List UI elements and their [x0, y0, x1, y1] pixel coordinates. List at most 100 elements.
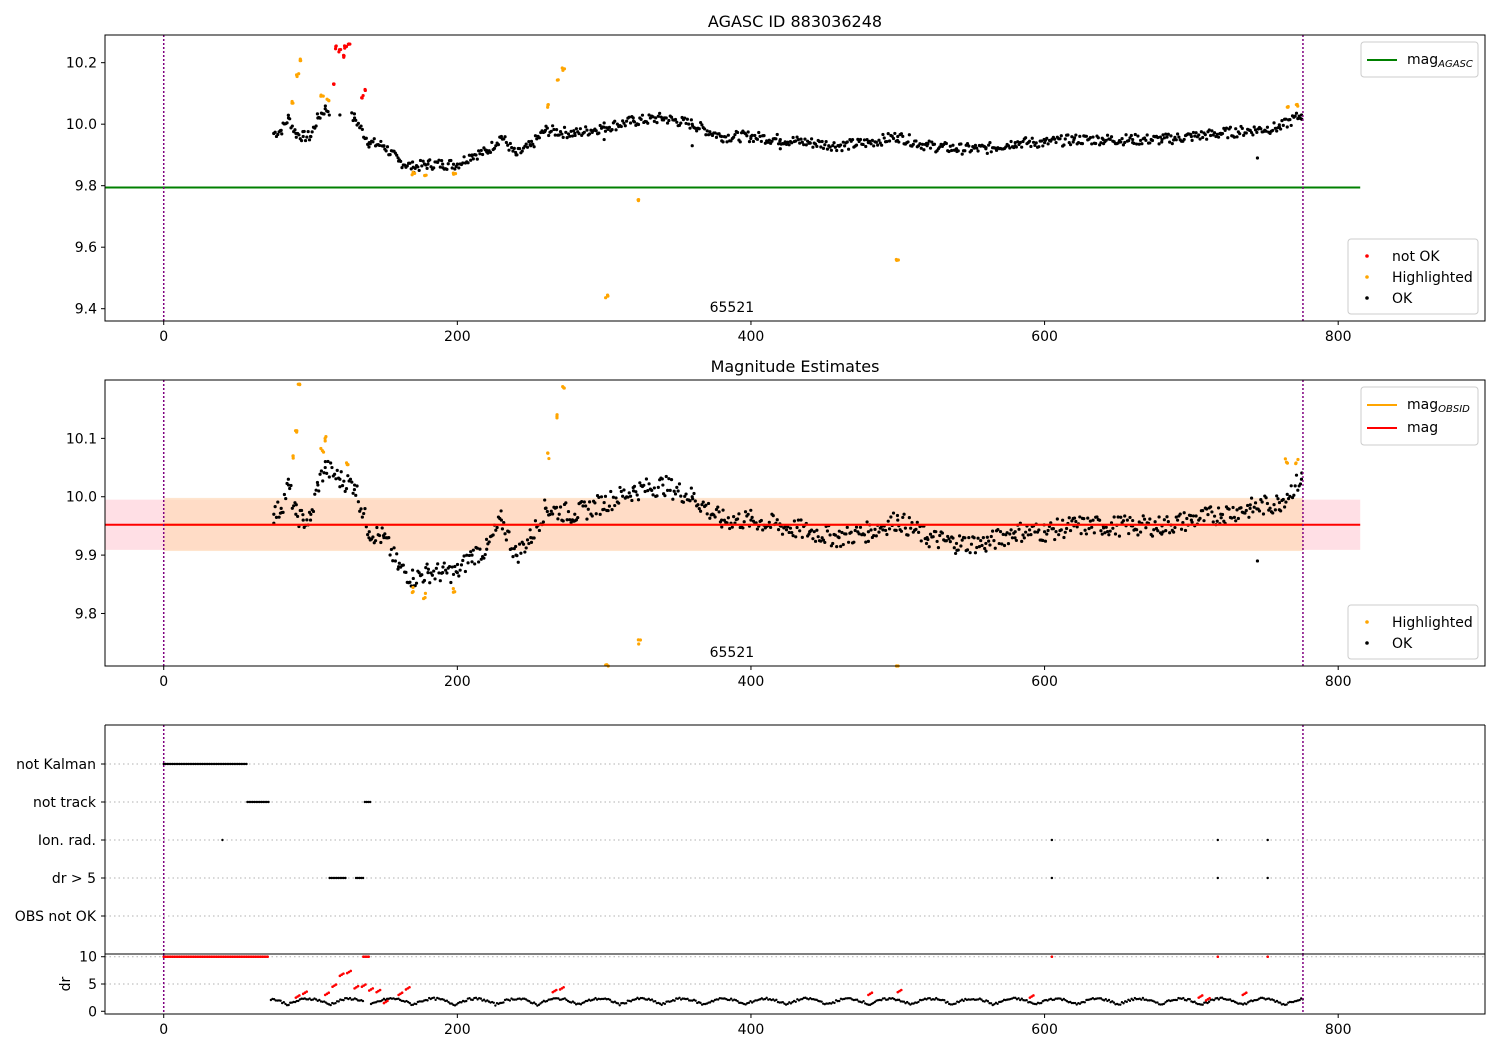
ok-point: [614, 496, 618, 500]
ok-point: [780, 532, 785, 536]
dr-point: [465, 999, 468, 1003]
flag-point: [225, 762, 229, 766]
ok-point: [1024, 136, 1028, 140]
ok-point: [408, 580, 412, 584]
y-tick-label: 10.2: [66, 56, 97, 72]
ok-point: [598, 512, 602, 516]
ok-point: [1273, 508, 1277, 512]
ok-point: [948, 144, 952, 148]
ok-point: [762, 134, 766, 138]
flag-point: [162, 762, 165, 766]
dr-point: [624, 1002, 628, 1005]
flag-point: [178, 762, 181, 766]
dr-point: [1185, 999, 1188, 1002]
ok-point: [528, 528, 532, 532]
ok-point: [775, 518, 779, 522]
ok-point: [925, 535, 929, 540]
ok-point: [812, 530, 816, 534]
ok-point: [697, 127, 701, 131]
legend-subscript: AGASC: [1437, 59, 1473, 70]
ok-point: [523, 550, 527, 554]
ok-point: [389, 547, 394, 552]
ok-point: [1092, 531, 1096, 535]
ok-point: [786, 525, 790, 529]
ok-point: [485, 547, 489, 551]
ok-point: [1283, 505, 1287, 509]
ok-point: [585, 128, 589, 132]
ok-point: [520, 149, 524, 153]
ok-point: [788, 526, 793, 530]
ok-point: [351, 491, 355, 495]
ok-point: [874, 534, 878, 538]
dr-not-ok-point: [342, 972, 345, 975]
ok-point: [647, 113, 651, 117]
dr-not-ok-point: [408, 985, 411, 989]
ok-point: [667, 477, 671, 481]
dr-point: [873, 1000, 877, 1004]
ok-point: [1244, 131, 1248, 135]
ok-point: [690, 144, 694, 148]
ok-point: [1014, 538, 1018, 543]
ok-point: [1252, 125, 1256, 129]
ok-point: [759, 518, 763, 523]
ok-point: [717, 510, 721, 514]
dr-point: [763, 997, 767, 1001]
x-tick-label: 400: [738, 1022, 765, 1038]
ok-point: [985, 535, 989, 539]
ok-point: [1276, 497, 1280, 501]
ok-point: [514, 150, 518, 155]
ok-point: [1145, 133, 1149, 137]
ok-point: [503, 532, 507, 536]
ok-point: [738, 140, 742, 144]
ok-point: [585, 517, 589, 521]
ok-point: [1201, 508, 1205, 513]
ok-point: [548, 512, 552, 517]
dr-point: [1201, 1003, 1204, 1006]
ok-point: [1169, 134, 1173, 138]
ok-point: [627, 115, 631, 119]
ok-point: [998, 529, 1003, 534]
dr-point: [954, 1002, 957, 1005]
ok-point: [529, 144, 533, 148]
flag-point: [253, 800, 256, 804]
dr-point: [1025, 999, 1028, 1002]
ok-point: [950, 148, 954, 153]
ok-point: [1079, 532, 1083, 536]
ok-point: [787, 143, 791, 147]
ok-point: [558, 130, 563, 134]
ok-point: [1150, 138, 1155, 143]
dr-point: [1182, 996, 1185, 1000]
ok-point: [652, 486, 656, 490]
dr-not-ok-point: [1200, 994, 1204, 997]
ok-point: [1152, 528, 1156, 532]
ok-point: [1049, 521, 1053, 525]
ok-point: [751, 519, 756, 523]
ok-point: [397, 159, 401, 163]
ok-point: [692, 491, 696, 496]
ok-point: [356, 500, 360, 504]
ok-point: [870, 138, 874, 142]
ok-point: [441, 565, 445, 569]
ok-point: [342, 479, 346, 483]
ok-point: [466, 561, 470, 565]
ok-point: [713, 515, 717, 519]
ok-point: [795, 525, 799, 530]
y-tick-label: 10.0: [66, 117, 97, 133]
ok-point: [850, 138, 855, 142]
ok-point: [911, 142, 915, 146]
ok-point: [1121, 519, 1126, 523]
dr-point: [1141, 996, 1145, 1000]
dr-point: [474, 996, 478, 999]
ok-point: [944, 141, 948, 146]
ok-point: [967, 144, 971, 148]
ok-point: [791, 135, 795, 140]
ok-point: [1165, 515, 1169, 519]
ok-point: [969, 542, 974, 546]
ok-point: [425, 166, 429, 170]
ok-point: [864, 540, 868, 544]
point-legend: [1347, 238, 1479, 315]
ok-point: [636, 498, 641, 502]
dr-point: [838, 999, 841, 1003]
ok-point: [746, 130, 750, 134]
ok-point: [644, 477, 649, 481]
